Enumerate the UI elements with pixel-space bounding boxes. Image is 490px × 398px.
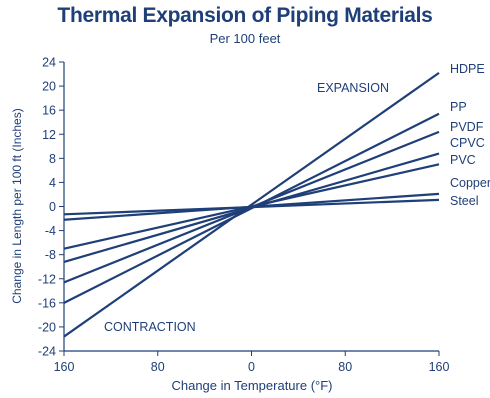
y-tick-label: -12	[38, 272, 56, 286]
y-tick-label: -16	[38, 296, 56, 310]
x-tick-label: 80	[151, 360, 165, 374]
series-label-pp: PP	[450, 100, 467, 114]
y-tick-label: 24	[42, 56, 56, 70]
y-tick-label: -20	[38, 320, 56, 334]
series-label-hdpe: HDPE	[450, 62, 485, 76]
label-layer: HDPE PP PVDF CPVC PVC Copper Steel	[450, 62, 490, 208]
series-line-hdpe	[63, 71, 440, 338]
chart-subtitle: Per 100 feet	[209, 31, 281, 46]
x-axis-label: Change in Temperature (°F)	[171, 378, 332, 393]
expansion-annotation: EXPANSION	[317, 81, 389, 95]
x-tick-label: 160	[429, 360, 450, 374]
series-label-copper: Copper	[450, 176, 490, 190]
y-tick-label: 20	[42, 80, 56, 94]
y-tick-label: 16	[42, 104, 56, 118]
series-line-steel	[63, 198, 440, 216]
y-tick-label: -8	[45, 248, 56, 262]
y-tick-label: -24	[38, 345, 56, 359]
series-label-cpvc: CPVC	[450, 136, 485, 150]
x-tick-label: 0	[248, 360, 255, 374]
y-tick-label: 8	[49, 152, 56, 166]
contraction-annotation: CONTRACTION	[104, 320, 196, 334]
y-tick-label: 4	[49, 176, 56, 190]
y-axis-label: Change in Length per 100 ft (Inches)	[10, 108, 24, 303]
series-label-pvdf: PVDF	[450, 120, 484, 134]
series-label-pvc: PVC	[450, 153, 476, 167]
series-label-steel: Steel	[450, 194, 479, 208]
series-layer	[63, 71, 440, 338]
y-tick-label: 0	[49, 200, 56, 214]
x-tick-label: 80	[338, 360, 352, 374]
chart-title: Thermal Expansion of Piping Materials	[57, 4, 433, 27]
x-tick-label: 160	[54, 360, 75, 374]
y-tick-label: -4	[45, 224, 56, 238]
y-tick-label: 12	[42, 128, 56, 142]
